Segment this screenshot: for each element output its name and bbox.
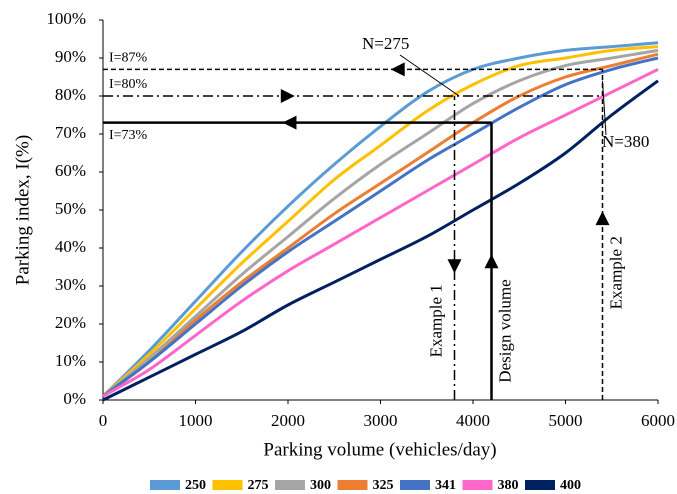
- y-axis-title: Parking index, I(%): [12, 135, 33, 285]
- y-tick-label: 0%: [63, 389, 86, 408]
- y-tick-label: 80%: [55, 85, 86, 104]
- reference-label: I=80%: [109, 77, 148, 92]
- x-tick-label: 3000: [364, 411, 398, 430]
- legend-swatch: [462, 480, 493, 490]
- arrow-head: [390, 62, 405, 77]
- legend-label: 400: [560, 478, 581, 493]
- series-line: [102, 79, 659, 402]
- legend-label: 300: [310, 478, 331, 493]
- legend-label: 341: [435, 478, 456, 493]
- reference-label: Example 1: [426, 284, 445, 357]
- annotation: N=380: [602, 132, 649, 151]
- reference-label: Design volume: [495, 279, 514, 382]
- x-axis-title: Parking volume (vehicles/day): [263, 439, 496, 460]
- x-tick-label: 0: [99, 411, 108, 430]
- arrow-head: [484, 254, 499, 269]
- y-tick-label: 70%: [55, 123, 86, 142]
- legend-label: 380: [498, 478, 519, 493]
- y-tick-label: 20%: [55, 313, 86, 332]
- series-line: [102, 56, 659, 398]
- x-tick-label: 2000: [271, 411, 305, 430]
- series-line: [102, 68, 659, 398]
- series-line: [101, 45, 659, 398]
- series-line: [101, 41, 659, 398]
- arrow-head: [282, 115, 297, 130]
- y-tick-label: 30%: [55, 275, 86, 294]
- reference-label: I=87%: [109, 51, 148, 66]
- reference-label: I=73%: [109, 128, 148, 143]
- legend-label: 250: [185, 478, 206, 493]
- y-tick-label: 40%: [55, 237, 86, 256]
- x-tick-label: 6000: [641, 411, 675, 430]
- arrow-head: [595, 211, 610, 226]
- x-tick-label: 1000: [179, 411, 213, 430]
- reference-label: Example 2: [606, 236, 625, 309]
- x-tick-label: 5000: [549, 411, 583, 430]
- legend-swatch: [150, 480, 180, 490]
- legend-swatch: [337, 480, 368, 490]
- series-line: [102, 52, 659, 398]
- y-tick-label: 50%: [55, 199, 86, 218]
- legend-label: 275: [248, 478, 269, 493]
- arrow-head: [447, 259, 462, 274]
- y-tick-label: 60%: [55, 161, 86, 180]
- y-tick-label: 100%: [46, 9, 86, 28]
- series-line: [102, 48, 659, 398]
- legend-swatch: [400, 480, 430, 490]
- legend-swatch: [275, 480, 305, 490]
- legend-swatch: [212, 480, 243, 490]
- legend-label: 325: [373, 478, 394, 493]
- annotation-pointer: [399, 54, 460, 97]
- y-tick-label: 10%: [55, 351, 86, 370]
- annotation: N=275: [362, 34, 409, 53]
- annotation-pointer: [602, 80, 607, 136]
- arrow-head: [280, 89, 295, 103]
- y-tick-label: 90%: [55, 47, 86, 66]
- x-tick-label: 4000: [456, 411, 490, 430]
- legend-swatch: [525, 480, 555, 490]
